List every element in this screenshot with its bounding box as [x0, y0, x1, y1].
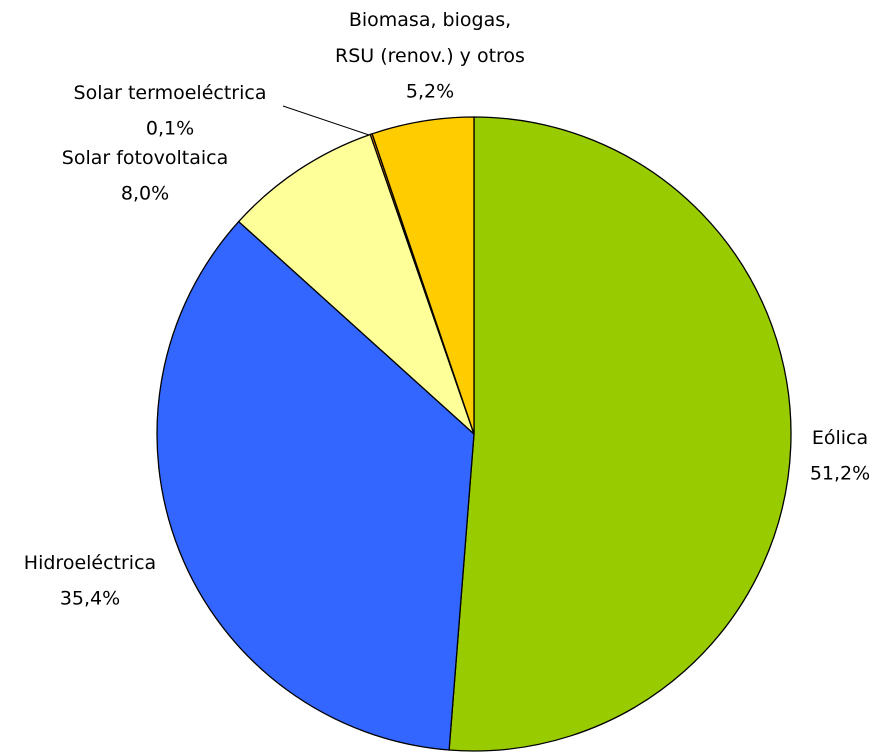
pie-slice: [448, 116, 792, 752]
pie-slice: [156, 220, 475, 751]
slice-label: Eólica: [812, 427, 868, 449]
value-label: 5,2%: [406, 81, 454, 103]
value-label: 8,0%: [121, 183, 169, 205]
leader-line: [282, 105, 373, 137]
value-label: 35,4%: [60, 588, 120, 610]
slice-label-line: Hidroeléctrica: [24, 552, 156, 574]
slice-label-line: Solar fotovoltaica: [62, 147, 228, 169]
slice-label-line: Biomasa, biogas,: [349, 9, 511, 31]
pie-slice: [371, 116, 475, 435]
value-label: 0,1%: [146, 118, 194, 140]
slice-label-line: Eólica: [812, 427, 868, 449]
pie-slice: [237, 133, 475, 435]
slice-label: Solar termoeléctrica: [74, 82, 267, 104]
slice-label: Biomasa, biogas, RSU (renov.) y otros: [335, 9, 525, 67]
slice-label-line: RSU (renov.) y otros: [335, 45, 525, 67]
value-label: 51,2%: [810, 463, 870, 485]
slice-label-line: Solar termoeléctrica: [74, 82, 267, 104]
slice-label: Hidroeléctrica: [24, 552, 156, 574]
slice-label: Solar fotovoltaica: [62, 147, 228, 169]
